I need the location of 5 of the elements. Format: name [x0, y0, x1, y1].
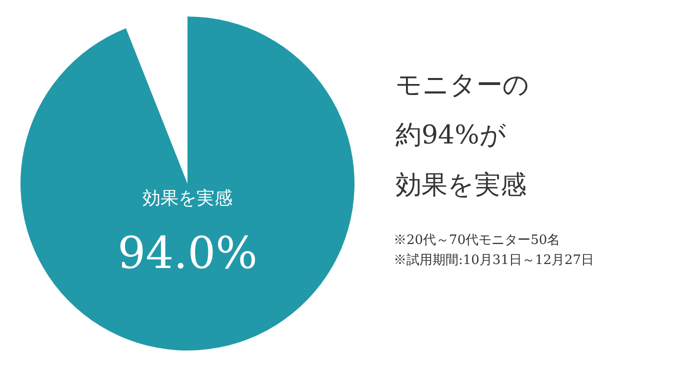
- text: モニターの約94%が効果を実感: [396, 70, 530, 200]
- slice-label: 効果を実感: [142, 188, 232, 209]
- text: ※20代～70代モニター50名: [394, 233, 560, 248]
- text: ※試用期間:10月31日～12月27日: [394, 253, 594, 268]
- data-label: 94.0%: [118, 228, 258, 279]
